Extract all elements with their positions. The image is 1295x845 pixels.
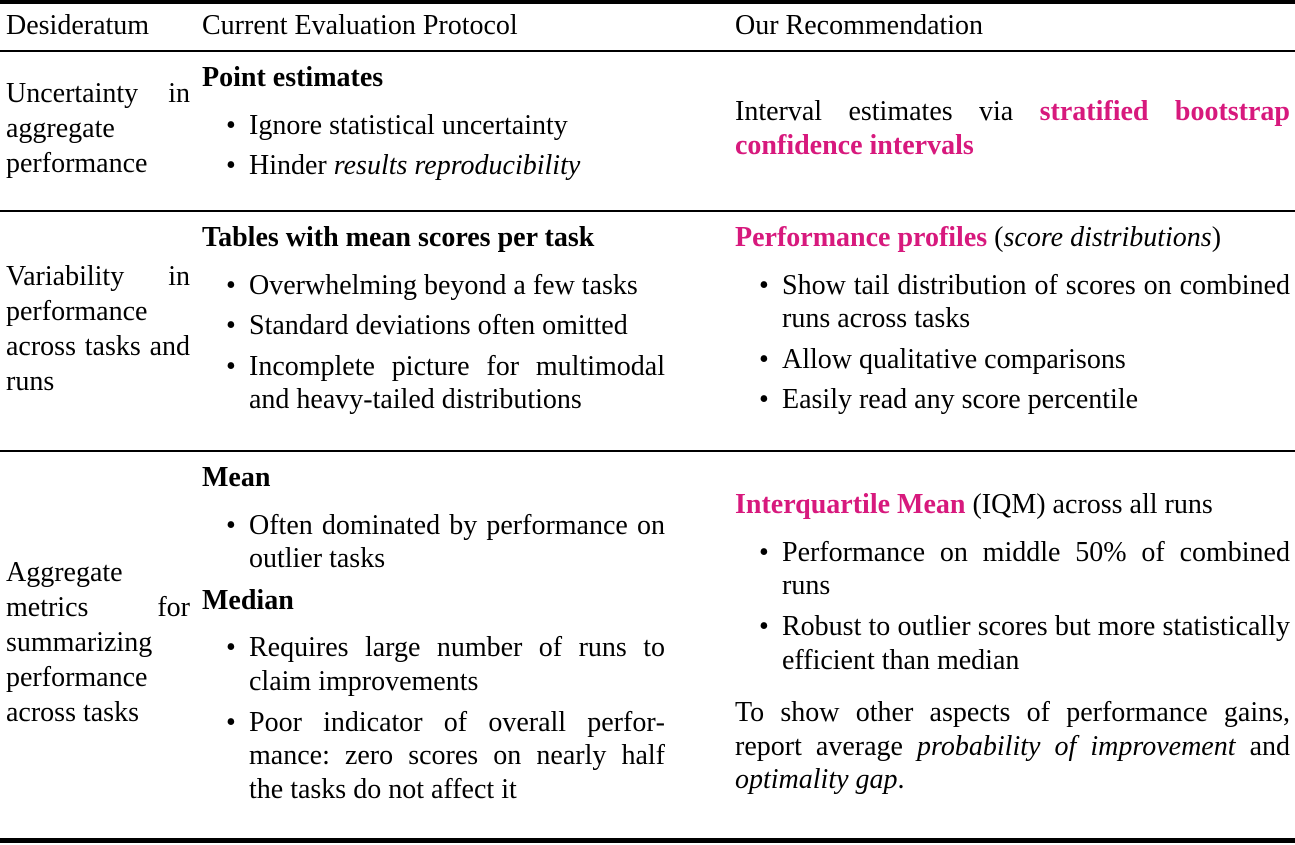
highlight-term: Performance profiles — [735, 222, 988, 253]
row-divider — [0, 210, 1295, 212]
desideratum-cell: Aggregate metrics for sum­marizing perfo… — [0, 452, 202, 838]
recommendation-cell: Interquartile Mean (IQM) across all runs… — [735, 452, 1295, 838]
header-rule — [0, 50, 1295, 52]
heading-point-estimates: Point estimates — [202, 62, 384, 93]
desideratum-text: Aggregate metrics for sum­marizing perfo… — [6, 557, 190, 728]
row-variability: Variability in performance across tasks … — [0, 212, 1295, 450]
row-aggregate-metrics: Aggregate metrics for sum­marizing perfo… — [0, 452, 1295, 838]
heading-tables-mean-scores: Tables with mean scores per task — [202, 222, 595, 253]
row-uncertainty: Uncertainty in aggregate performance Poi… — [0, 52, 1295, 210]
text-run: Interval estimates via — [735, 95, 1040, 127]
text-run: . — [897, 764, 905, 796]
current-protocol-cell: Mean Often dominated by performance on o… — [202, 452, 735, 838]
italic-term: optimality gap — [735, 764, 898, 796]
desideratum-text: Variability in performance across tasks … — [6, 260, 190, 397]
bullet-item: Easily read any score percentile — [735, 383, 1290, 417]
bullet-item: Poor indicator of overall perfor­mance: … — [202, 706, 665, 807]
bullet-item: Hinder results reproducibility — [202, 149, 665, 183]
top-rule — [0, 0, 1295, 4]
bullet-item: Often dominated by performance on outlie… — [202, 509, 665, 576]
italic-term: results reproducibility — [333, 150, 581, 182]
text-run: ) — [1211, 222, 1222, 253]
header-recommendation: Our Recommendation — [735, 10, 984, 42]
heading-performance-profiles: Performance profiles (score distribution… — [735, 221, 1290, 255]
recommendation-note: To show other aspects of performance gai… — [735, 696, 1290, 797]
bullet-item: Performance on middle 50% of com­bined r… — [735, 536, 1290, 603]
bullet-item: Standard deviations often omitted — [202, 309, 665, 343]
desideratum-text: Uncertainty in aggregate performance — [6, 78, 190, 179]
table-header-row: Desideratum Current Evaluation Protocol … — [0, 4, 1295, 50]
text-run: ( — [987, 222, 1004, 253]
current-protocol-cell: Tables with mean scores per task Overwhe… — [202, 212, 735, 450]
italic-term: score distributions — [1003, 222, 1212, 253]
row-divider — [0, 450, 1295, 452]
heading-interquartile-mean: Interquartile Mean (IQM) across all runs — [735, 488, 1290, 522]
recommendation-cell: Performance profiles (score distribution… — [735, 212, 1295, 450]
text-run: Hinder — [249, 150, 334, 182]
bullet-item: Robust to outlier scores but more statis… — [735, 610, 1290, 677]
text-run: and — [1235, 730, 1290, 762]
text-run: To show other aspects of performance gai… — [735, 697, 1290, 762]
bullet-item: Show tail distribution of scores on com­… — [735, 269, 1290, 336]
header-current-protocol: Current Evaluation Protocol — [202, 10, 518, 42]
heading-median: Median — [202, 584, 294, 616]
recommendation-cell: Interval estimates via stratified bootst… — [735, 52, 1295, 210]
heading-mean: Mean — [202, 462, 271, 493]
bullet-item: Allow qualitative comparisons — [735, 343, 1290, 377]
italic-term: probability of improvement — [917, 730, 1236, 762]
bullet-item: Overwhelming beyond a few tasks — [202, 269, 665, 303]
highlight-term: stratified bootstrap confidence interval… — [735, 95, 1290, 161]
bullet-item: Incomplete picture for multimodal and he… — [202, 350, 665, 417]
bottom-rule — [0, 838, 1295, 843]
header-desideratum: Desideratum — [6, 10, 150, 42]
desideratum-cell: Variability in performance across tasks … — [0, 212, 202, 450]
recommendation-text: Interval estimates via stratified bootst… — [735, 95, 1290, 162]
bullet-item: Ignore statistical uncertainty — [202, 109, 665, 143]
current-protocol-cell: Point estimates Ignore statistical uncer… — [202, 52, 735, 210]
highlight-term: Interquartile Mean — [735, 489, 966, 521]
bullet-item: Requires large number of runs to claim i… — [202, 631, 665, 698]
text-run: (IQM) across all runs — [965, 489, 1213, 521]
desideratum-cell: Uncertainty in aggregate performance — [0, 52, 202, 210]
